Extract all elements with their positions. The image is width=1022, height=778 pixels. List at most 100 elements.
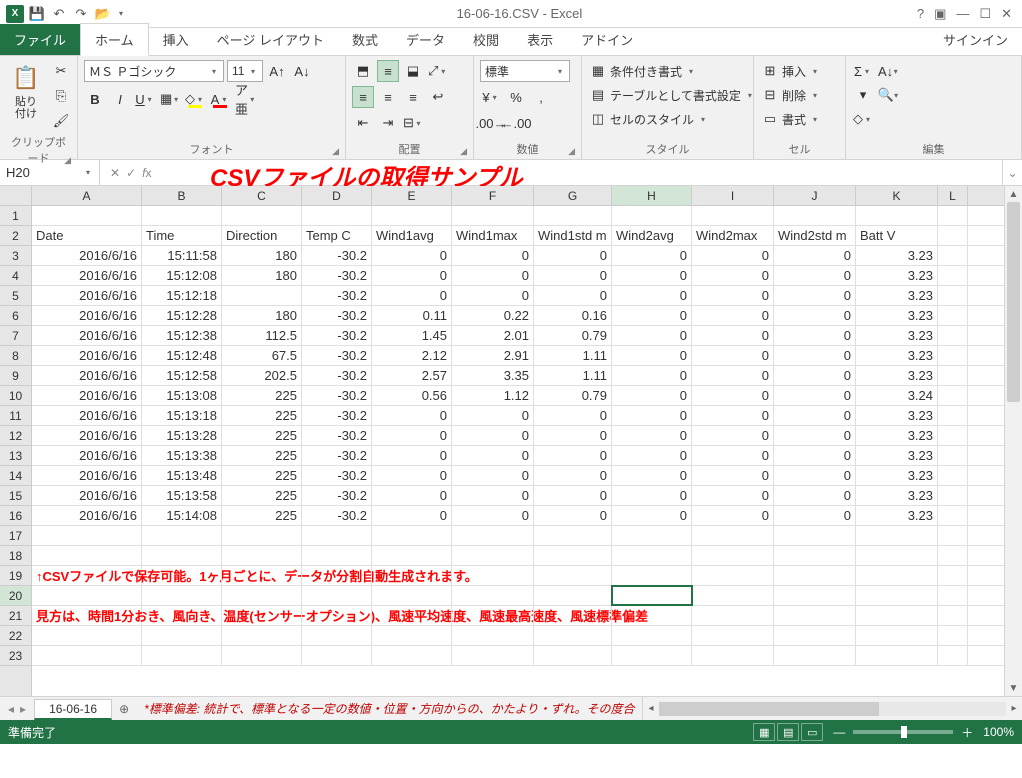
cell[interactable]: [856, 546, 938, 565]
cell[interactable]: 3.23: [856, 466, 938, 485]
cell[interactable]: Time: [142, 226, 222, 245]
cell[interactable]: 0: [692, 406, 774, 425]
cell[interactable]: ↑CSVファイルで保存可能。1ヶ月ごとに、データが分割自動生成されます。: [32, 566, 142, 585]
cell[interactable]: 0: [534, 266, 612, 285]
cell[interactable]: 0.22: [452, 306, 534, 325]
cell[interactable]: 0: [692, 486, 774, 505]
normal-view-icon[interactable]: ▦: [753, 723, 775, 741]
cell[interactable]: [612, 646, 692, 665]
cell[interactable]: 2016/6/16: [32, 366, 142, 385]
formula-input-area[interactable]: ✕ ✓ fx CSVファイルの取得サンプル: [100, 160, 1002, 185]
column-header[interactable]: A: [32, 186, 142, 205]
zoom-in-icon[interactable]: ＋: [961, 724, 973, 741]
cell[interactable]: 0: [612, 386, 692, 405]
row-header[interactable]: 19: [0, 566, 31, 586]
cell[interactable]: [938, 626, 968, 645]
cell[interactable]: [612, 606, 692, 625]
cell[interactable]: [856, 586, 938, 605]
cell[interactable]: 2.01: [452, 326, 534, 345]
cell[interactable]: [856, 526, 938, 545]
cell[interactable]: [856, 626, 938, 645]
cell[interactable]: [222, 626, 302, 645]
cell[interactable]: 225: [222, 506, 302, 525]
row-header[interactable]: 16: [0, 506, 31, 526]
row-header[interactable]: 18: [0, 546, 31, 566]
cell[interactable]: 1.11: [534, 366, 612, 385]
increase-decimal-icon[interactable]: .00→: [480, 112, 502, 134]
cell[interactable]: [612, 526, 692, 545]
zoom-slider[interactable]: [853, 730, 953, 734]
cell[interactable]: 2.57: [372, 366, 452, 385]
cell[interactable]: Date: [32, 226, 142, 245]
align-left-icon[interactable]: ≡: [352, 86, 374, 108]
cell[interactable]: 0: [612, 486, 692, 505]
cell[interactable]: 2016/6/16: [32, 406, 142, 425]
row-header[interactable]: 15: [0, 486, 31, 506]
cell[interactable]: [372, 566, 452, 585]
row-header[interactable]: 6: [0, 306, 31, 326]
cell[interactable]: -30.2: [302, 406, 372, 425]
column-header[interactable]: I: [692, 186, 774, 205]
cell[interactable]: 0: [612, 326, 692, 345]
cell[interactable]: [372, 606, 452, 625]
enter-formula-icon[interactable]: ✓: [126, 166, 136, 180]
cell[interactable]: 0: [372, 266, 452, 285]
cell[interactable]: -30.2: [302, 306, 372, 325]
row-header[interactable]: 4: [0, 266, 31, 286]
italic-button[interactable]: I: [109, 88, 131, 110]
page-layout-view-icon[interactable]: ▤: [777, 723, 799, 741]
cell[interactable]: 0: [372, 446, 452, 465]
bold-button[interactable]: B: [84, 88, 106, 110]
cell[interactable]: Batt V: [856, 226, 938, 245]
align-right-icon[interactable]: ≡: [402, 86, 424, 108]
row-header[interactable]: 8: [0, 346, 31, 366]
cell[interactable]: [302, 206, 372, 225]
cell[interactable]: 180: [222, 306, 302, 325]
cell[interactable]: [774, 206, 856, 225]
row-header[interactable]: 23: [0, 646, 31, 666]
help-icon[interactable]: ?: [917, 6, 924, 22]
cell[interactable]: 3.23: [856, 306, 938, 325]
sheet-nav[interactable]: ◂▸: [0, 697, 34, 720]
percent-format-icon[interactable]: %: [505, 86, 527, 108]
cell[interactable]: [692, 526, 774, 545]
cell[interactable]: [32, 206, 142, 225]
format-painter-icon[interactable]: 🖌: [50, 110, 72, 132]
cell[interactable]: -30.2: [302, 386, 372, 405]
cell[interactable]: 0: [692, 286, 774, 305]
cell[interactable]: 0: [774, 346, 856, 365]
cell[interactable]: 0: [612, 306, 692, 325]
cell[interactable]: 0: [452, 246, 534, 265]
cell[interactable]: 0: [692, 366, 774, 385]
cell[interactable]: 0.56: [372, 386, 452, 405]
cell[interactable]: [612, 566, 692, 585]
column-header[interactable]: E: [372, 186, 452, 205]
cell[interactable]: 0.11: [372, 306, 452, 325]
cell[interactable]: 0: [372, 506, 452, 525]
scroll-up-icon[interactable]: ▲: [1005, 186, 1022, 202]
cell[interactable]: 15:13:48: [142, 466, 222, 485]
add-sheet-icon[interactable]: ⊕: [112, 697, 136, 720]
format-as-table-button[interactable]: ▤テーブルとして書式設定▾: [588, 84, 757, 106]
cell[interactable]: [774, 526, 856, 545]
minimize-icon[interactable]: —: [956, 6, 969, 22]
worksheet-grid[interactable]: 1234567891011121314151617181920212223 AB…: [0, 186, 1022, 696]
align-middle-icon[interactable]: ≡: [377, 60, 399, 82]
cell[interactable]: 15:12:58: [142, 366, 222, 385]
cell[interactable]: 0: [534, 446, 612, 465]
cell[interactable]: 0: [774, 486, 856, 505]
hscroll-thumb[interactable]: [659, 702, 879, 716]
cell[interactable]: 225: [222, 486, 302, 505]
cell[interactable]: [692, 646, 774, 665]
dialog-launcher-icon[interactable]: ◢: [332, 146, 339, 157]
cell[interactable]: 0: [534, 246, 612, 265]
cell[interactable]: [142, 526, 222, 545]
cell[interactable]: 225: [222, 386, 302, 405]
orientation-icon[interactable]: ⤢▾: [427, 60, 449, 82]
cell[interactable]: [938, 546, 968, 565]
cell[interactable]: 0: [452, 446, 534, 465]
cell[interactable]: [452, 586, 534, 605]
cell[interactable]: [856, 606, 938, 625]
cell[interactable]: 0: [612, 366, 692, 385]
cell[interactable]: [692, 586, 774, 605]
